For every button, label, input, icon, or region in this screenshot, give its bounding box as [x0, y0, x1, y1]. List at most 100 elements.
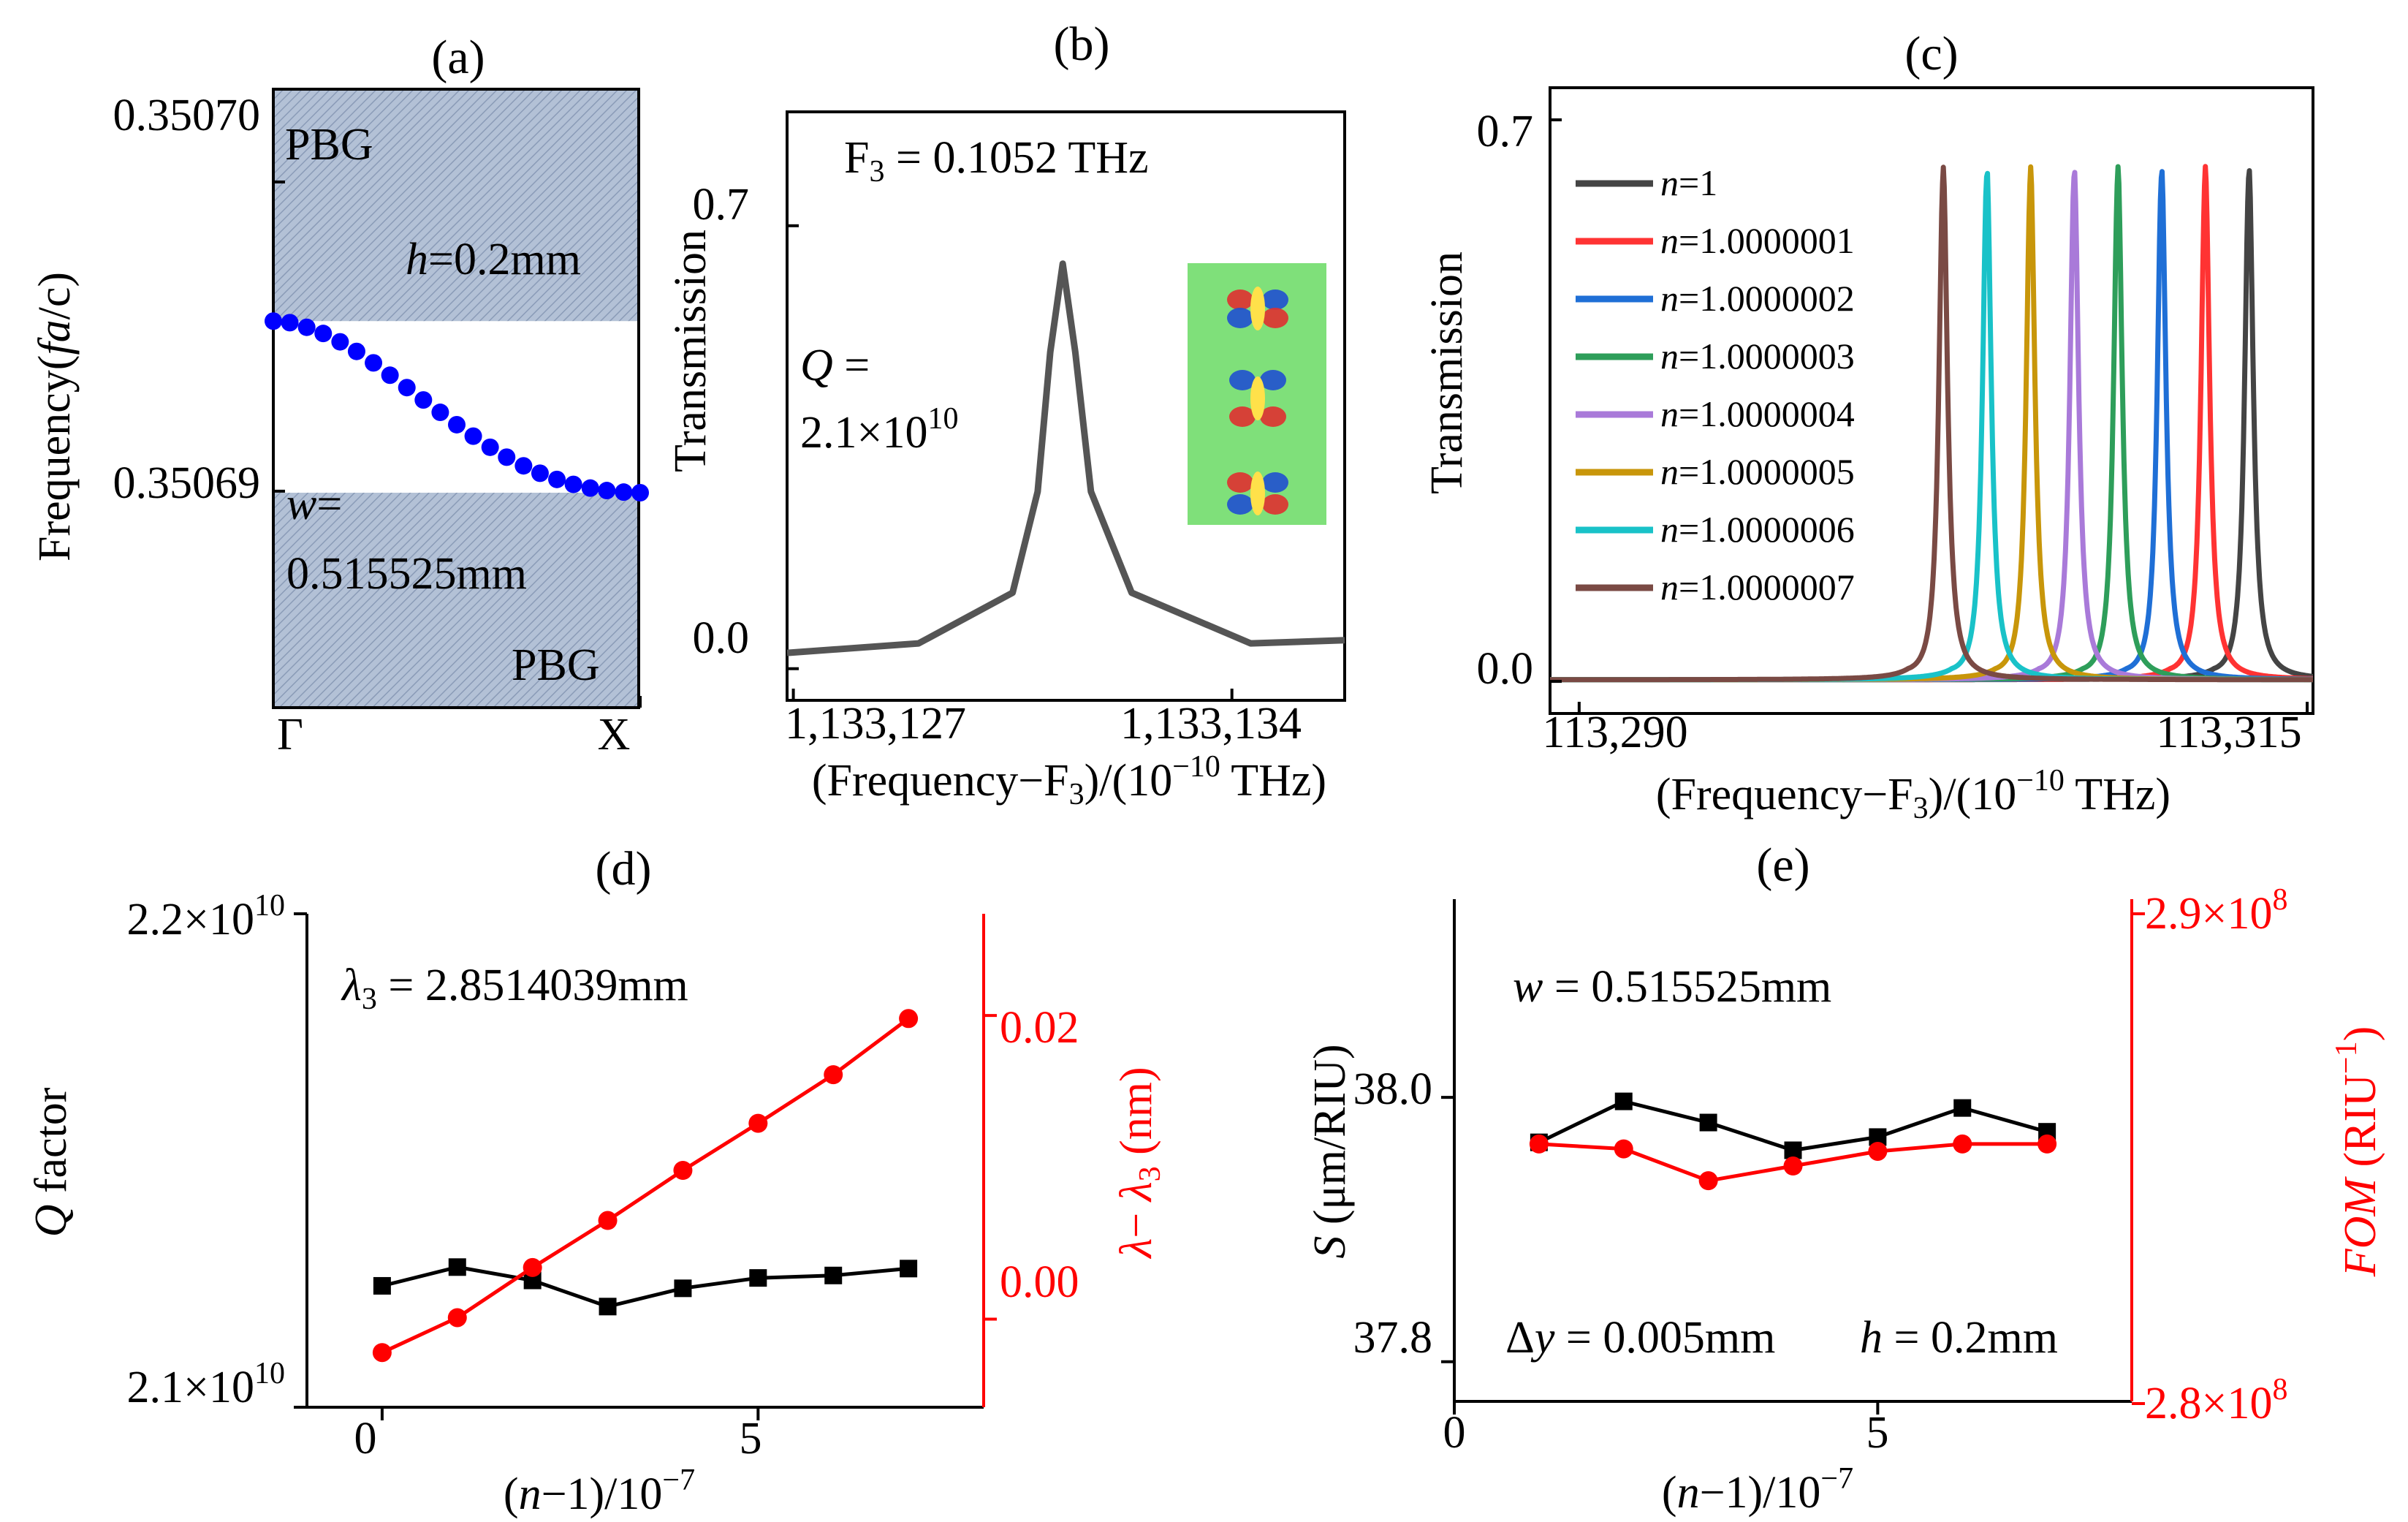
- dy-annotation: Δy = 0.005mm: [1505, 1313, 1775, 1363]
- f3-annotation: F3 = 0.1052 THz: [844, 133, 1149, 189]
- band-point: [631, 484, 649, 502]
- x-tick-label: Γ: [277, 710, 303, 760]
- band-point: [514, 457, 533, 475]
- axes-frame: [1549, 86, 2314, 715]
- band-point: [464, 427, 482, 445]
- fom-point: [1529, 1134, 1549, 1154]
- panel-a: (a) 0.35070 0.35069 Γ X Frequency(fa/c) …: [30, 31, 649, 760]
- panel-title: (e): [1756, 838, 1809, 892]
- band-point: [281, 314, 299, 332]
- wavelength-shift-point: [673, 1161, 693, 1180]
- axis-ticks: [272, 180, 642, 708]
- band-point: [598, 482, 616, 500]
- fom-point: [1614, 1139, 1633, 1159]
- series: [372, 1009, 919, 1363]
- band-point: [365, 354, 383, 372]
- transmission-line: [1548, 164, 2315, 683]
- h-annotation: h=0.2mm: [406, 235, 581, 284]
- y-tick-label-left: 38.0: [1353, 1064, 1433, 1114]
- band-point: [347, 342, 365, 360]
- band-point: [481, 438, 499, 456]
- band-point: [531, 464, 549, 482]
- panel-title: (a): [431, 31, 485, 84]
- x-axis-label: (Frequency−F3)/(10−10 THz): [812, 750, 1326, 811]
- band-point: [498, 448, 516, 466]
- legend-label: n=1.0000002: [1660, 278, 1855, 319]
- x-tick-label: 0: [1443, 1408, 1466, 1458]
- y-axis-label-left: Q factor: [26, 1087, 76, 1237]
- q-factor-point: [674, 1279, 692, 1298]
- field-lobe: [1227, 308, 1253, 328]
- band-point: [314, 325, 333, 343]
- field-lobe: [1250, 472, 1265, 515]
- field-profile-inset: [1188, 263, 1326, 525]
- w-annotation-line1: w=: [286, 480, 342, 529]
- q-factor-point: [599, 1298, 617, 1316]
- y-tick-label-right: 0.00: [1000, 1257, 1079, 1307]
- q-factor-point: [448, 1258, 466, 1276]
- wavelength-shift-point: [447, 1308, 467, 1328]
- x-tick-label: 113,290: [1542, 708, 1687, 757]
- y-tick-label: 0.7: [1477, 107, 1534, 156]
- x-tick-label: 1,133,127: [785, 699, 966, 749]
- series-line: [381, 1265, 909, 1309]
- field-lobe: [1260, 370, 1286, 390]
- sensitivity-point: [1784, 1141, 1802, 1159]
- panel-e: (e) 38.0 37.8 2.9×108 2.8×108 0 5 (n−1)/…: [1305, 838, 2385, 1518]
- y-tick-label-left: 37.8: [1353, 1313, 1433, 1363]
- x-tick-label: 1,133,134: [1120, 699, 1302, 749]
- transmission-line: [786, 260, 1345, 656]
- field-lobe: [1262, 289, 1288, 310]
- y-tick-label: 0.7: [693, 180, 750, 230]
- wavelength-shift-point: [824, 1065, 843, 1085]
- y-axis-label-left: S (μm/RIU): [1305, 1044, 1355, 1258]
- y-tick-label-right: 0.02: [1000, 1003, 1079, 1053]
- y-tick-label: 0.35070: [113, 91, 261, 140]
- y-tick-label: 0.0: [1477, 644, 1534, 694]
- legend-label: n=1.0000006: [1660, 509, 1855, 550]
- band-point: [331, 333, 349, 351]
- panel-d: (d) 2.2×1010 2.1×1010 0.02 0.00 0 5 (n−1…: [26, 842, 1167, 1519]
- y-tick-label: 0.0: [693, 613, 750, 663]
- band-point: [615, 483, 633, 501]
- pbg-region-top: [273, 89, 639, 322]
- sensitivity-point: [1614, 1092, 1633, 1110]
- x-axis-label: (n−1)/10−7: [1662, 1462, 1853, 1518]
- q-factor-point: [373, 1276, 391, 1295]
- fom-point: [1868, 1141, 1888, 1161]
- field-lobe: [1262, 472, 1288, 493]
- wavelength-shift-point: [899, 1009, 919, 1029]
- q-factor-point: [824, 1266, 843, 1284]
- lambda3-annotation: λ3 = 2.8514039mm: [341, 961, 688, 1016]
- axis-ticks: [294, 912, 997, 1420]
- axis-ticks: [787, 224, 1234, 700]
- series-line: [381, 1017, 910, 1355]
- fom-point: [1698, 1171, 1718, 1191]
- axes-frame: [786, 110, 1346, 702]
- field-lobe: [1262, 308, 1288, 328]
- band-point: [581, 479, 599, 497]
- panel-b: (b) 0.7 0.0 1,133,127 1,133,134 (Frequen…: [666, 18, 1346, 811]
- legend-label: n=1.0000007: [1660, 567, 1855, 607]
- band-point: [297, 318, 316, 336]
- q-factor-point: [900, 1260, 918, 1278]
- fom-point: [2037, 1134, 2057, 1154]
- field-lobe: [1227, 494, 1253, 515]
- wavelength-shift-point: [748, 1113, 768, 1133]
- field-lobe: [1250, 376, 1265, 420]
- pbg-region-bottom: [273, 493, 639, 708]
- transmission-lines: [1548, 164, 2315, 683]
- q-factor-point: [749, 1269, 767, 1287]
- legend-label: n=1.0000004: [1660, 393, 1855, 434]
- field-lobe: [1262, 494, 1288, 515]
- y-tick-label-right: 2.8×108: [2145, 1373, 2287, 1428]
- y-tick-label: 0.35069: [113, 458, 261, 508]
- field-lobe: [1229, 370, 1256, 390]
- y-tick-label-left: 2.1×1010: [127, 1357, 285, 1412]
- y-axis-label-right: FOM (RIU−1): [2330, 1026, 2385, 1278]
- fom-point: [1783, 1156, 1803, 1176]
- legend-label: n=1.0000001: [1660, 220, 1855, 261]
- band-point: [381, 366, 399, 385]
- axis-ticks: [1550, 118, 2309, 713]
